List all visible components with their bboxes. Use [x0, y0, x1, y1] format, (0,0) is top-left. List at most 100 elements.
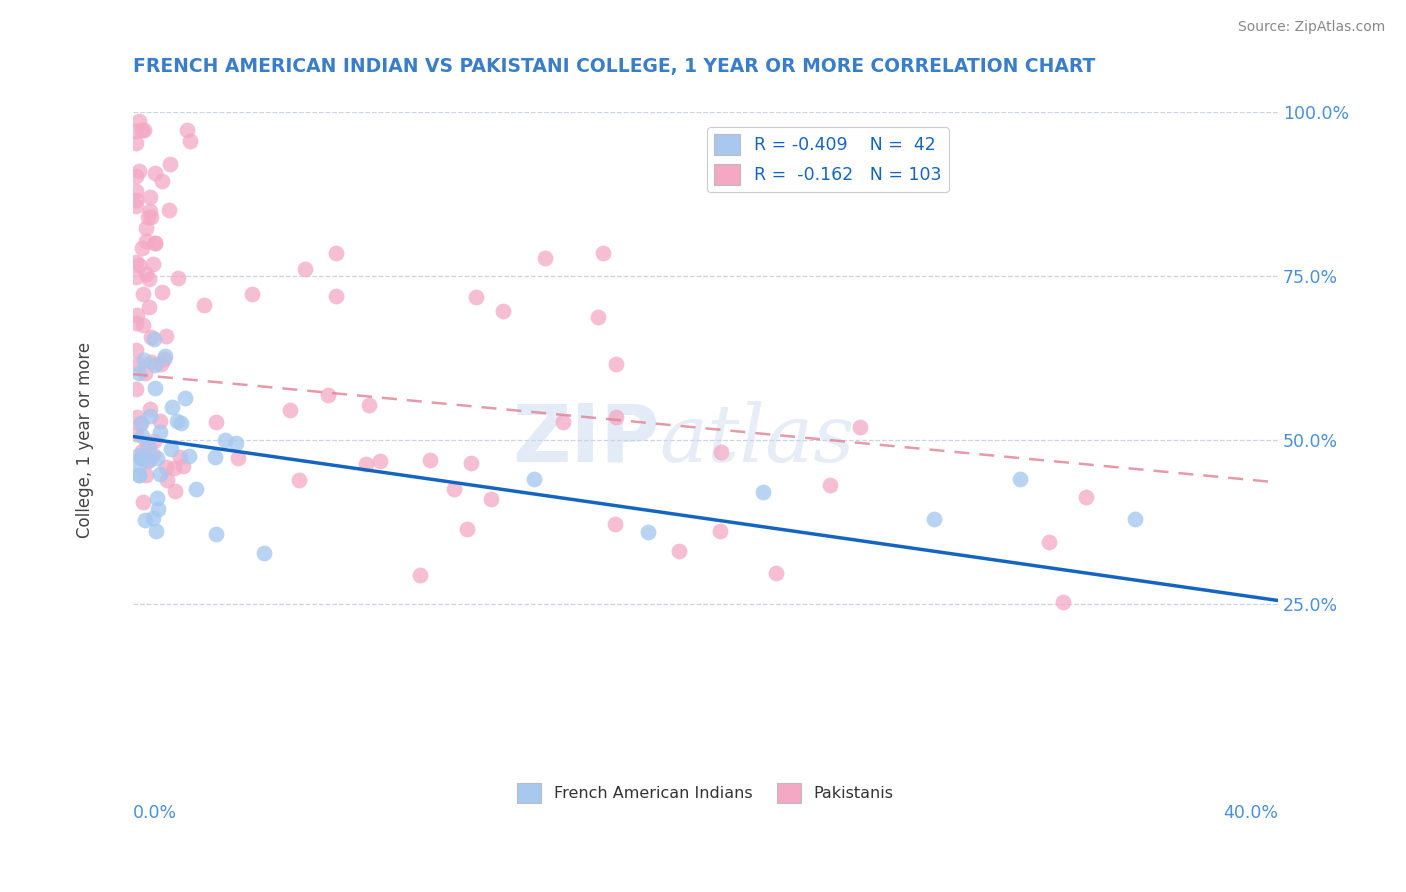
Text: 0.0%: 0.0%	[134, 804, 177, 822]
Point	[551, 415, 574, 429]
Point	[668, 544, 690, 558]
Point	[142, 333, 165, 347]
Point	[316, 388, 339, 402]
Point	[177, 449, 200, 463]
Point	[765, 566, 787, 580]
Point	[184, 482, 207, 496]
Point	[139, 211, 162, 225]
Point	[128, 468, 150, 483]
Point	[160, 442, 183, 457]
Point	[294, 261, 316, 276]
Point	[160, 400, 183, 414]
Point	[135, 234, 157, 248]
Point	[156, 473, 179, 487]
Point	[138, 409, 160, 423]
Point	[143, 235, 166, 250]
Point	[359, 398, 381, 412]
Point	[135, 467, 157, 482]
Point	[136, 436, 159, 450]
Point	[157, 203, 180, 218]
Point	[128, 258, 150, 272]
Text: atlas: atlas	[659, 401, 855, 479]
Text: 40.0%: 40.0%	[1223, 804, 1278, 822]
Point	[605, 410, 627, 425]
Point	[149, 357, 172, 371]
Point	[592, 246, 614, 260]
Point	[132, 287, 155, 301]
Point	[149, 467, 172, 481]
Point	[128, 417, 150, 431]
Point	[205, 415, 228, 429]
Point	[125, 169, 148, 184]
Point	[153, 350, 176, 364]
Point	[128, 367, 150, 381]
Point	[179, 134, 201, 148]
Point	[155, 328, 177, 343]
Point	[131, 123, 153, 137]
Point	[605, 517, 627, 532]
Point	[1076, 491, 1098, 505]
Point	[204, 450, 226, 465]
Point	[605, 357, 627, 371]
Point	[136, 454, 159, 468]
Point	[149, 425, 172, 439]
Point	[167, 271, 190, 285]
Point	[125, 123, 148, 137]
Point	[131, 444, 153, 458]
Point	[129, 417, 152, 431]
Point	[204, 527, 226, 541]
Point	[152, 285, 174, 299]
Point	[464, 290, 486, 304]
Point	[166, 414, 188, 428]
Point	[128, 467, 150, 482]
Point	[143, 434, 166, 448]
Point	[127, 410, 149, 425]
Point	[146, 451, 169, 466]
Point	[226, 451, 249, 466]
Point	[1010, 472, 1032, 486]
Point	[170, 417, 193, 431]
Point	[135, 221, 157, 235]
Point	[710, 445, 733, 459]
Point	[125, 382, 148, 396]
Point	[491, 304, 513, 318]
Point	[125, 184, 148, 198]
Point	[479, 491, 502, 506]
Point	[174, 391, 197, 405]
Point	[135, 267, 157, 281]
Point	[169, 450, 191, 465]
Point	[637, 524, 659, 539]
Point	[1052, 595, 1074, 609]
Point	[523, 472, 546, 486]
Point	[172, 458, 194, 473]
Point	[128, 448, 150, 462]
Point	[125, 254, 148, 268]
Point	[751, 485, 773, 500]
Point	[193, 298, 215, 312]
Point	[128, 113, 150, 128]
Point	[924, 511, 946, 525]
Point	[125, 199, 148, 213]
Point	[134, 366, 156, 380]
Point	[145, 524, 167, 538]
Point	[278, 402, 301, 417]
Point	[165, 484, 187, 499]
Point	[132, 495, 155, 509]
Point	[143, 381, 166, 395]
Point	[159, 156, 181, 170]
Point	[128, 458, 150, 472]
Point	[131, 429, 153, 443]
Point	[138, 452, 160, 467]
Point	[409, 568, 432, 582]
Point	[253, 546, 276, 560]
Text: FRENCH AMERICAN INDIAN VS PAKISTANI COLLEGE, 1 YEAR OR MORE CORRELATION CHART: FRENCH AMERICAN INDIAN VS PAKISTANI COLL…	[134, 57, 1095, 76]
Point	[419, 452, 441, 467]
Point	[129, 451, 152, 466]
Point	[139, 190, 162, 204]
Point	[132, 318, 155, 333]
Point	[143, 166, 166, 180]
Point	[1123, 511, 1146, 525]
Point	[128, 164, 150, 178]
Point	[146, 491, 169, 506]
Point	[143, 235, 166, 250]
